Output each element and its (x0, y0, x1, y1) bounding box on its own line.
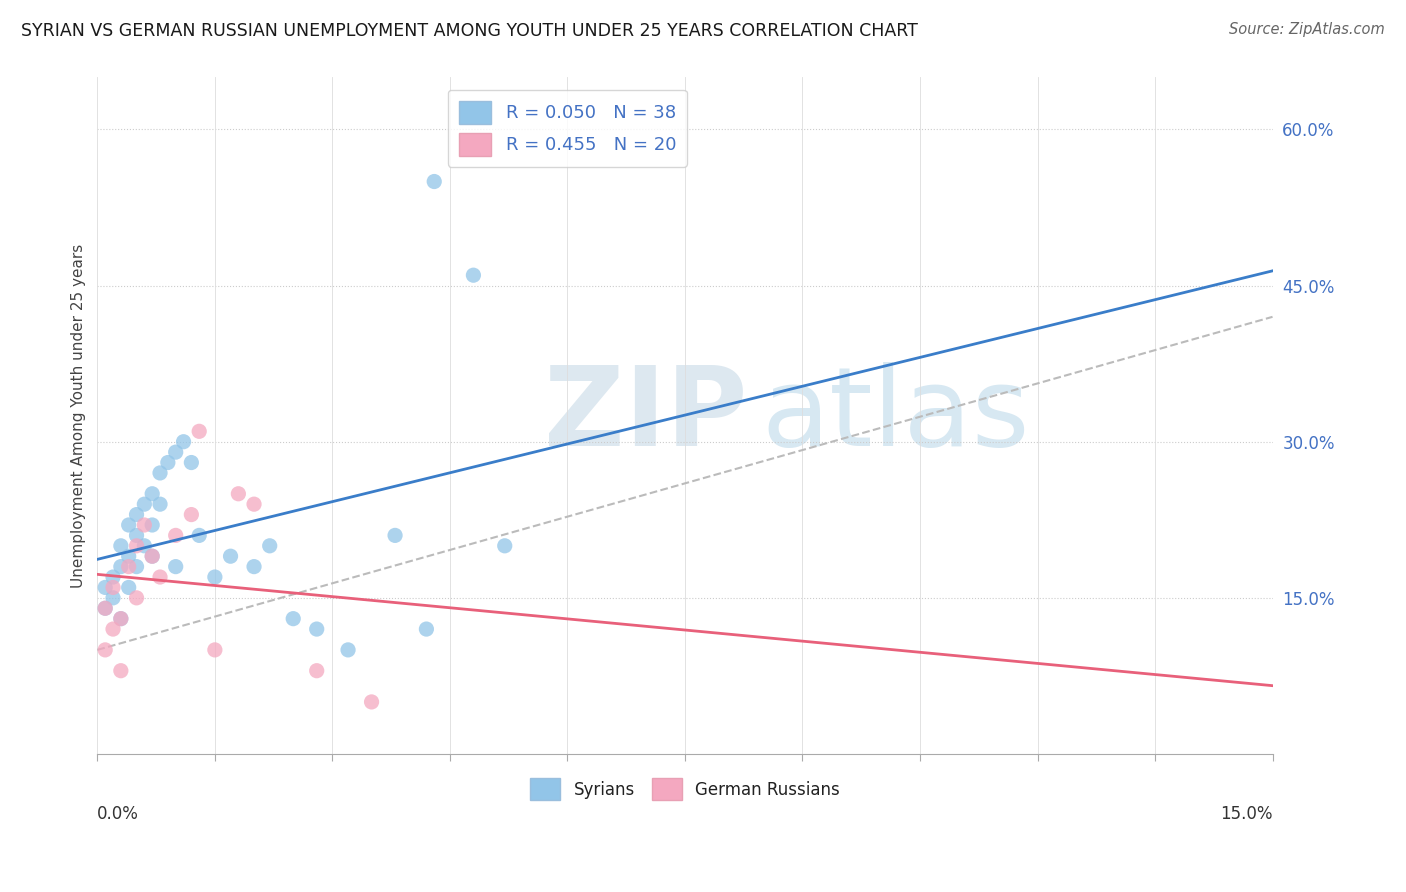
Point (118, 559, 141, 574)
Point (125, 528, 148, 542)
Point (110, 612, 132, 626)
Point (134, 518, 156, 533)
Y-axis label: Unemployment Among Youth under 25 years: Unemployment Among Youth under 25 years (72, 244, 86, 588)
Point (165, 528, 187, 542)
Point (243, 559, 266, 574)
Point (134, 539, 156, 553)
Point (94, 601, 117, 615)
Point (125, 539, 148, 553)
Point (305, 622, 328, 636)
Point (305, 664, 328, 678)
Point (283, 612, 305, 626)
Point (141, 487, 163, 501)
Point (337, 643, 360, 657)
Point (110, 559, 132, 574)
Point (415, 622, 437, 636)
Point (156, 456, 179, 470)
Text: Source: ZipAtlas.com: Source: ZipAtlas.com (1229, 22, 1385, 37)
Point (180, 508, 202, 522)
Point (101, 570, 124, 584)
Point (360, 695, 382, 709)
Point (149, 570, 172, 584)
Point (180, 456, 202, 470)
Point (149, 497, 172, 511)
Point (188, 425, 211, 439)
Point (228, 487, 250, 501)
Point (423, 174, 446, 188)
Point (173, 434, 195, 449)
Point (110, 664, 132, 678)
Point (141, 549, 163, 564)
Point (165, 445, 187, 459)
Text: SYRIAN VS GERMAN RUSSIAN UNEMPLOYMENT AMONG YOUTH UNDER 25 YEARS CORRELATION CHA: SYRIAN VS GERMAN RUSSIAN UNEMPLOYMENT AM… (21, 22, 918, 40)
Point (463, 268, 485, 283)
Point (165, 559, 187, 574)
Point (94, 581, 117, 595)
Point (94, 643, 117, 657)
Point (204, 570, 226, 584)
Point (118, 518, 141, 533)
Point (125, 591, 148, 605)
Text: 0.0%: 0.0% (97, 805, 139, 822)
Point (134, 497, 156, 511)
Point (141, 549, 163, 564)
Point (219, 549, 242, 564)
Point (125, 559, 148, 574)
Point (494, 539, 516, 553)
Point (101, 581, 124, 595)
Text: ZIP: ZIP (544, 362, 748, 469)
Text: atlas: atlas (761, 362, 1029, 469)
Point (384, 528, 406, 542)
Point (101, 622, 124, 636)
Point (101, 591, 124, 605)
Point (149, 466, 172, 480)
Point (259, 539, 281, 553)
Point (188, 528, 211, 542)
Point (110, 539, 132, 553)
Point (204, 643, 226, 657)
Point (243, 497, 266, 511)
Point (125, 508, 148, 522)
Point (110, 612, 132, 626)
Point (118, 549, 141, 564)
Text: 15.0%: 15.0% (1220, 805, 1272, 822)
Point (94, 601, 117, 615)
Point (141, 518, 163, 533)
Point (118, 581, 141, 595)
Legend: Syrians, German Russians: Syrians, German Russians (523, 772, 846, 806)
